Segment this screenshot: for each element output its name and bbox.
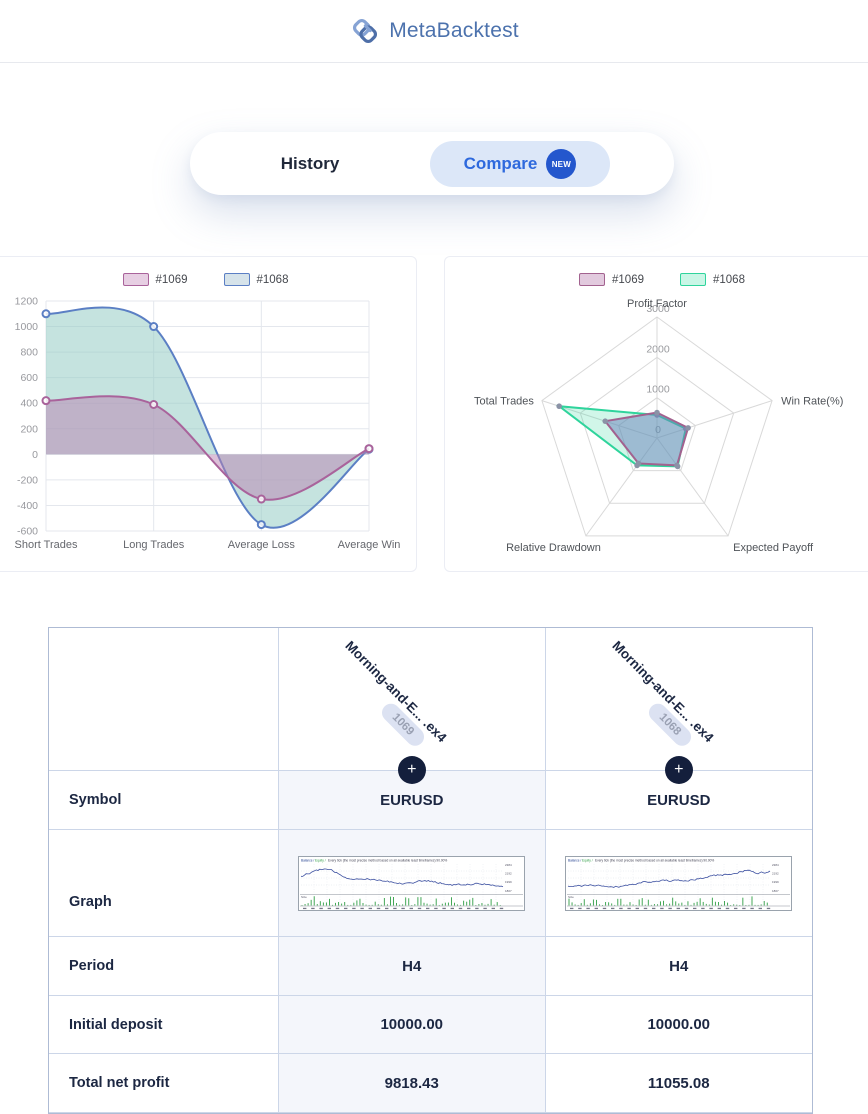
svg-text:200: 200 [20, 423, 38, 435]
svg-text:2192: 2192 [772, 871, 779, 875]
legend-label-1069: #1069 [155, 273, 188, 286]
add-file-button-1069[interactable]: + [397, 756, 426, 784]
period-value-1069: H4 [279, 937, 546, 996]
svg-text:1200: 1200 [15, 296, 39, 308]
legend-item-1069[interactable]: #1069 [122, 273, 188, 286]
svg-text:Size: Size [301, 895, 307, 899]
brand[interactable]: MetaBacktest [349, 15, 519, 47]
initial-deposit-value-1068: 10000.00 [545, 996, 812, 1054]
tab-history[interactable]: History [190, 153, 430, 175]
row-label-total-net-profit: Total net profit [49, 1054, 279, 1113]
svg-text:Total Trades: Total Trades [474, 396, 534, 408]
svg-text:1999: 1999 [772, 880, 779, 884]
brand-logo-icon [353, 18, 378, 44]
svg-text:Every tick (the most precise m: Every tick (the most precise method base… [328, 858, 447, 862]
svg-text:Relative Drawdown: Relative Drawdown [506, 542, 601, 554]
svg-text:1807: 1807 [772, 888, 779, 892]
radar-chart-legend: #1069 #1068 [445, 273, 868, 286]
svg-text:1999: 1999 [505, 880, 512, 884]
svg-text:Size: Size [568, 895, 574, 899]
svg-text:1000: 1000 [15, 321, 39, 333]
svg-text:Average Loss: Average Loss [228, 539, 296, 551]
balance-graph-thumbnail-1069: Balance / Equity / Every tick (the most pr… [298, 855, 526, 911]
row-label-initial-deposit: Initial deposit [49, 996, 279, 1054]
svg-text:Long Trades: Long Trades [123, 539, 185, 551]
radar-legend-label-1068: #1068 [713, 273, 745, 286]
new-badge: NEW [546, 149, 577, 179]
graph-cell-1069: Balance / Equity / Every tick (the most pr… [279, 830, 546, 937]
tab-compare[interactable]: Compare NEW [430, 141, 610, 187]
legend-item-1068[interactable]: #1068 [223, 273, 289, 286]
svg-text:2000: 2000 [646, 343, 670, 355]
add-file-button-1068[interactable]: + [664, 756, 693, 784]
svg-text:Balance /: Balance / [301, 858, 314, 862]
svg-text:Win Rate(%): Win Rate(%) [781, 396, 843, 408]
radar-legend-swatch-1068 [680, 273, 706, 286]
svg-text:Every tick (the most precise m: Every tick (the most precise method base… [595, 858, 714, 862]
svg-text:-400: -400 [17, 500, 38, 512]
svg-text:1000: 1000 [646, 384, 670, 396]
svg-text:Balance /: Balance / [568, 858, 581, 862]
symbol-value-1068: EURUSD [545, 771, 812, 830]
total-net-profit-value-1068: 11055.08 [545, 1054, 812, 1113]
svg-text:3000: 3000 [646, 303, 670, 315]
initial-deposit-value-1069: 10000.00 [279, 996, 546, 1054]
period-value-1068: H4 [545, 937, 812, 996]
legend-swatch-1068 [223, 273, 250, 286]
row-label-period: Period [49, 937, 279, 996]
line-chart-legend: #1069 #1068 [0, 273, 416, 286]
svg-text:Equity /: Equity / [582, 858, 593, 862]
svg-text:Equity /: Equity / [315, 858, 326, 862]
graph-cell-1068: Balance / Equity / Every tick (the most pr… [545, 830, 812, 937]
file-column-header-1069: Morning-and-E... .ex4 1069 + [279, 628, 546, 784]
radar-legend-item-1069[interactable]: #1069 [579, 273, 644, 286]
tab-compare-label: Compare [463, 154, 538, 173]
total-net-profit-value-1069: 9818.43 [279, 1054, 546, 1113]
line-chart-card: #1069 #1068 1200 1000 800 600 400 200 0 -200 -40… [0, 256, 417, 572]
svg-text:2192: 2192 [505, 871, 512, 875]
app-header: MetaBacktest [0, 0, 868, 63]
row-label-graph: Graph [49, 830, 279, 937]
svg-text:400: 400 [20, 398, 38, 410]
radar-legend-swatch-1069 [579, 273, 606, 286]
svg-text:1807: 1807 [505, 888, 512, 892]
row-label-symbol: Symbol [49, 771, 279, 830]
legend-swatch-1069 [122, 273, 149, 286]
radar-legend-label-1069: #1069 [612, 273, 644, 286]
file-column-header-1068: Morning-and-E... .ex4 1068 + [545, 628, 812, 784]
svg-text:600: 600 [20, 372, 38, 384]
svg-text:2384: 2384 [505, 863, 512, 867]
radar-chart-card: #1069 #1068 3000200010000Profit FactorWi… [444, 256, 868, 572]
svg-text:Short Trades: Short Trades [15, 539, 78, 551]
svg-text:800: 800 [20, 347, 38, 359]
svg-text:Average Win: Average Win [338, 539, 401, 551]
radar-legend-item-1068[interactable]: #1068 [680, 273, 745, 286]
table-corner-cell [49, 628, 279, 771]
svg-text:-600: -600 [17, 526, 38, 538]
svg-text:Profit Factor: Profit Factor [627, 298, 687, 310]
legend-label-1068: #1068 [256, 273, 289, 286]
svg-text:0: 0 [32, 449, 38, 461]
balance-graph-thumbnail-1068: Balance / Equity / Every tick (the most pr… [565, 855, 793, 911]
svg-text:-200: -200 [17, 474, 38, 486]
brand-name: MetaBacktest [389, 19, 519, 42]
comparison-table: Morning-and-E... .ex4 1069 + Morning-and… [48, 627, 813, 1114]
svg-text:Expected Payoff: Expected Payoff [733, 542, 814, 554]
view-toggle: History Compare NEW [190, 132, 674, 195]
svg-text:2384: 2384 [772, 863, 779, 867]
